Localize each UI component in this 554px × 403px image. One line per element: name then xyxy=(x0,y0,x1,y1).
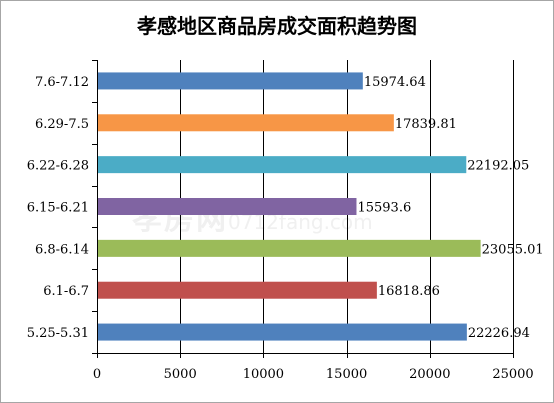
category-label: 5.25-5.31 xyxy=(27,326,89,341)
category-label: 6.29-7.5 xyxy=(35,117,89,132)
category-label: 6.1-6.7 xyxy=(43,284,89,299)
bar-6.29-7.5 xyxy=(97,114,394,132)
category-label: 6.8-6.14 xyxy=(35,242,89,257)
value-label: 23055.01 xyxy=(482,242,544,257)
value-label: 15974.64 xyxy=(364,75,426,90)
category-label: 6.22-6.28 xyxy=(27,159,89,174)
bar-6.22-6.28 xyxy=(97,156,467,174)
x-tick-label: 5000 xyxy=(164,367,197,382)
bar-5.25-5.31 xyxy=(97,323,467,341)
x-tick-label: 15000 xyxy=(326,367,367,382)
bar-6.15-6.21 xyxy=(97,198,357,215)
value-label: 17839.81 xyxy=(395,117,457,132)
category-label: 7.6-7.12 xyxy=(35,75,89,90)
axes xyxy=(92,60,514,358)
value-label: 22192.05 xyxy=(467,159,529,174)
chart-title: 孝感地区商品房成交面积趋势图 xyxy=(137,14,417,38)
bar-6.8-6.14 xyxy=(97,239,481,257)
bars xyxy=(97,72,481,341)
value-label: 22226.94 xyxy=(468,326,530,341)
x-tick-label: 20000 xyxy=(409,367,450,382)
x-tick-label: 25000 xyxy=(492,367,533,382)
labels: 0 5000 10000 15000 20000 25000 15974.64 7.6-7.1… xyxy=(27,75,544,382)
x-tick-label: 10000 xyxy=(243,367,284,382)
category-label: 6.15-6.21 xyxy=(27,201,89,216)
x-tick-label: 0 xyxy=(93,367,101,382)
value-label: 15593.6 xyxy=(357,201,411,216)
bar-6.1-6.7 xyxy=(97,281,377,299)
bar-7.6-7.12 xyxy=(97,72,363,90)
value-label: 16818.86 xyxy=(378,284,440,299)
